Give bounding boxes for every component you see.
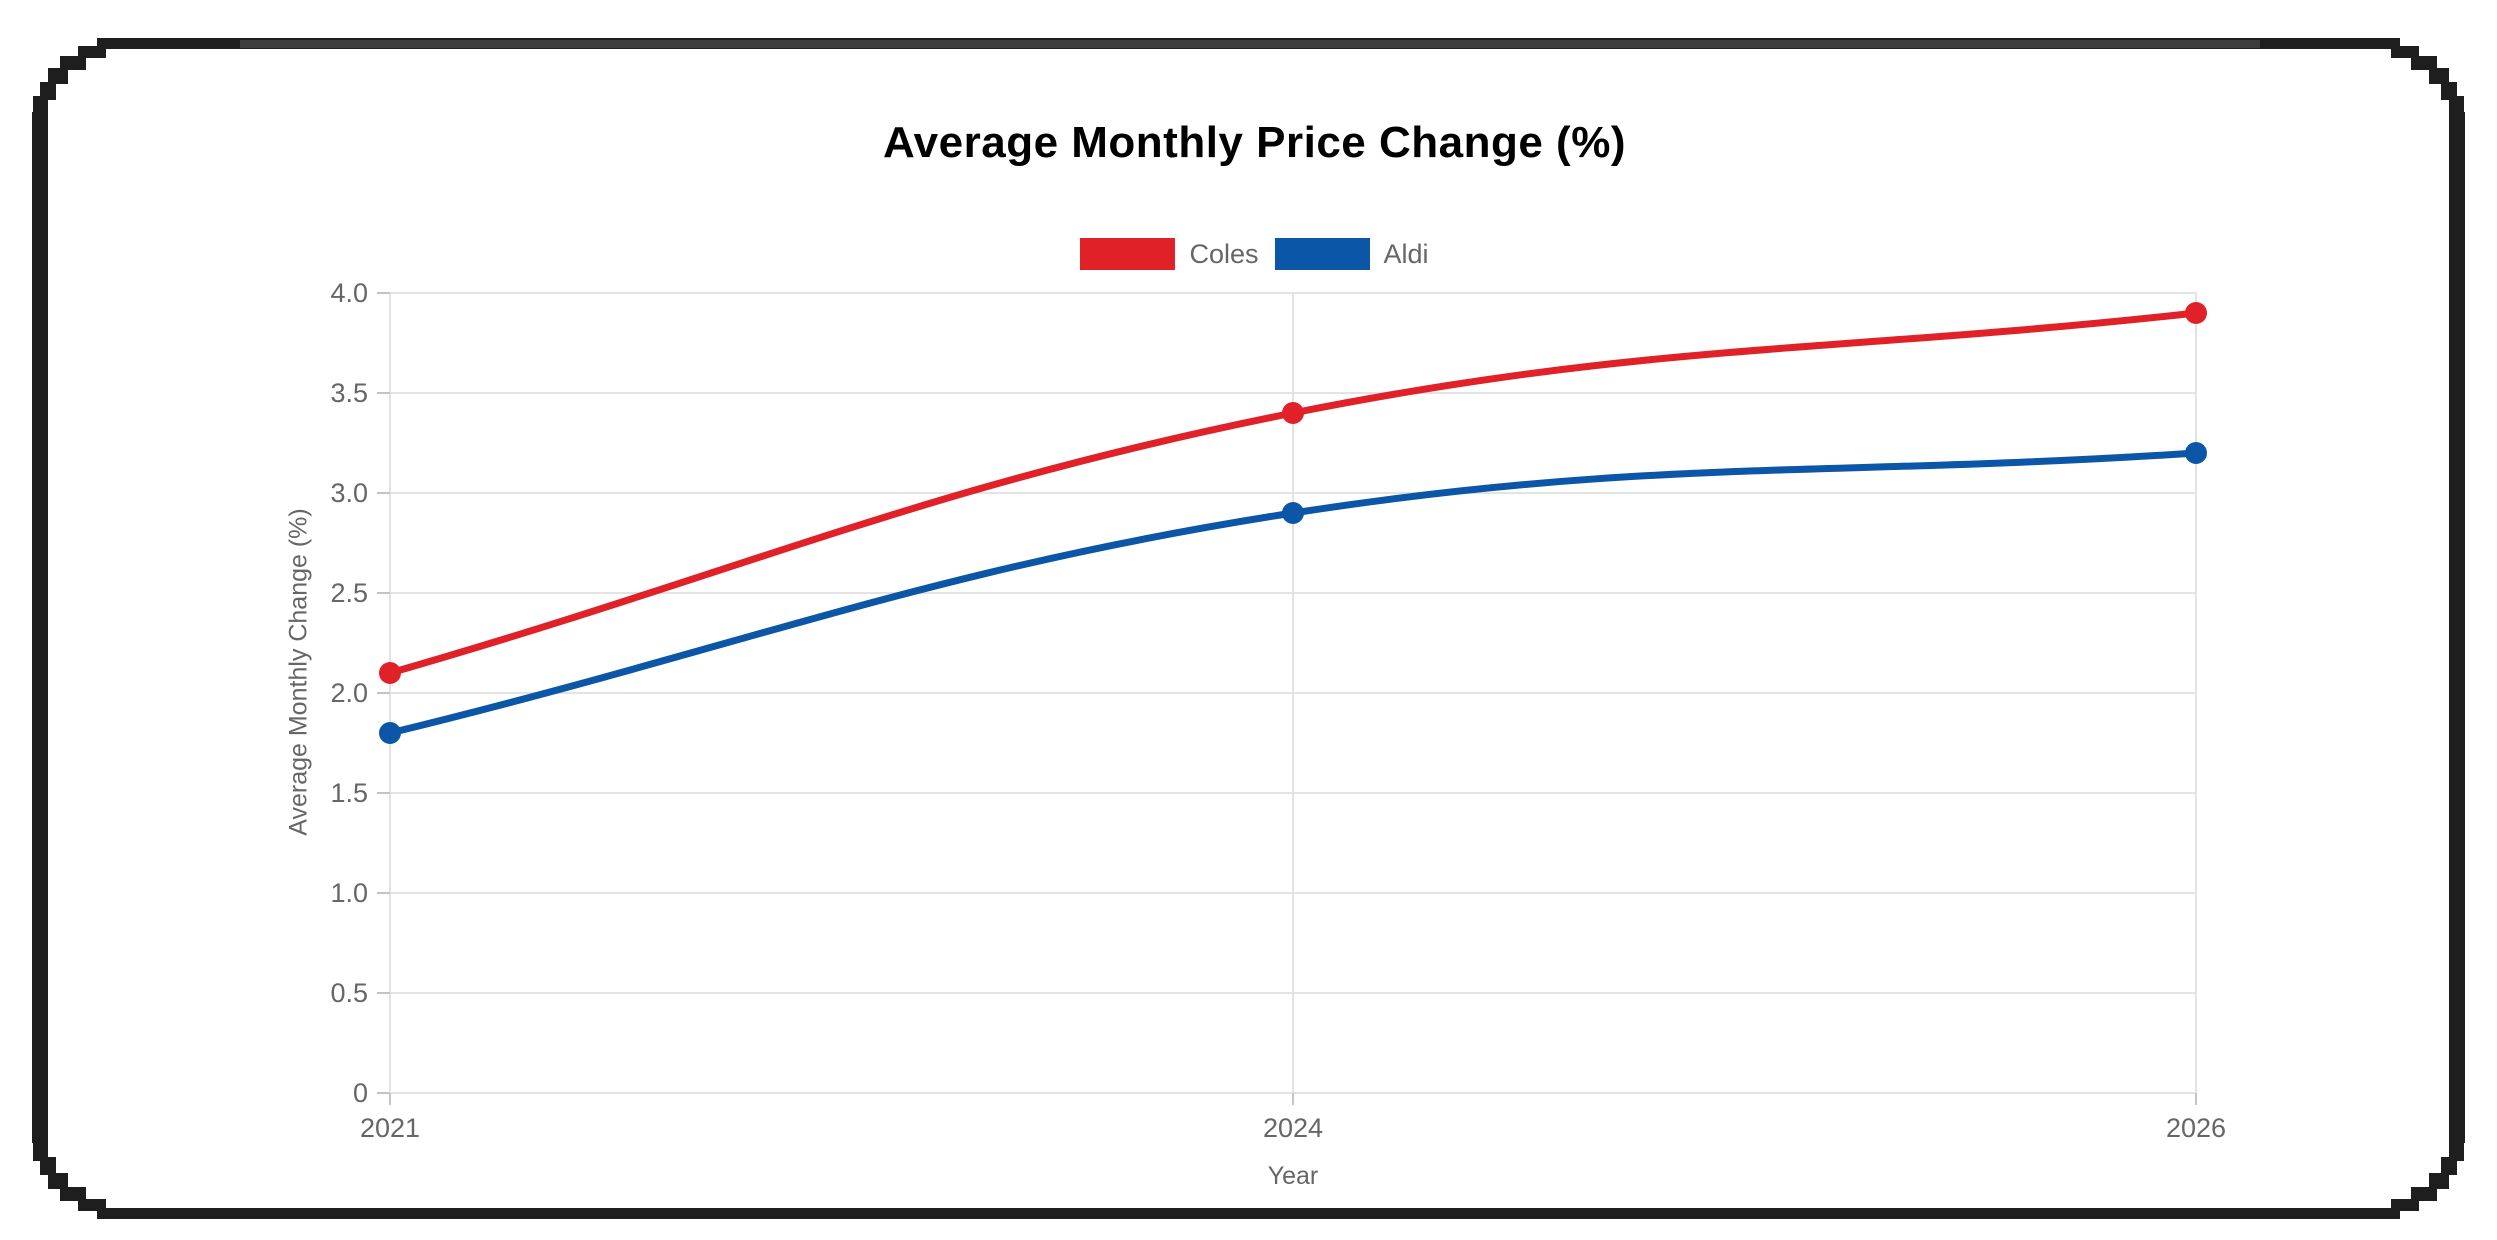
frame-segment [32,112,48,1143]
data-point-coles[interactable] [379,662,401,684]
data-point-aldi[interactable] [379,722,401,744]
y-tick-label: 1.5 [330,778,368,808]
legend-label-aldi: Aldi [1383,238,1429,269]
frame-segment [48,68,68,84]
frame-segment [240,40,2260,48]
chart-legend: Coles Aldi [12,238,2497,270]
frame-segment [78,1199,106,1211]
frame-segment [33,96,48,116]
y-tick-label: 0 [353,1078,368,1108]
gridlines [389,292,2197,1094]
frame-segment [97,1208,2400,1219]
frame-segment [60,1187,86,1201]
frame-segment [2391,1199,2419,1211]
frame-segment [2449,1141,2464,1161]
frame-segment [2429,68,2449,84]
y-tick-label: 0.5 [330,978,368,1008]
frame-segment [2449,112,2465,1143]
frame-segment [48,1173,68,1189]
x-tick-label: 2021 [360,1113,420,1143]
data-point-coles[interactable] [2185,302,2207,324]
tick-marks [377,292,2197,1105]
frame-segment [78,46,106,58]
data-point-coles[interactable] [1282,402,1304,424]
frame-segment [40,1157,56,1175]
frame-segment [2441,1157,2457,1175]
frame-segment [2429,1173,2449,1189]
frame-segment [2441,82,2457,100]
frame-segment [2411,1187,2437,1201]
y-tick-label: 4.0 [330,278,368,308]
legend-item-aldi[interactable]: Aldi [1274,238,1429,270]
y-tick-label: 3.5 [330,378,368,408]
frame-segment [60,56,86,70]
y-tick-label: 2.5 [330,578,368,608]
y-tick-label: 3.0 [330,478,368,508]
data-point-aldi[interactable] [2185,442,2207,464]
chart-title: Average Monthly Price Change (%) [883,118,1626,167]
y-tick-label: 2.0 [330,678,368,708]
y-axis-title: Average Monthly Change (%) [284,508,313,836]
frame-segment [40,82,56,100]
frame-segment [2449,96,2464,116]
x-tick-label: 2026 [2166,1113,2226,1143]
legend-swatch-aldi [1274,238,1370,270]
frame-segment [2411,56,2437,70]
frame-segment [2391,46,2419,58]
x-tick-label: 2024 [1263,1113,1323,1143]
legend-swatch-coles [1080,238,1176,270]
x-axis-title: Year [1267,1162,1319,1190]
frame-segment [33,1141,48,1161]
y-tick-label: 1.0 [330,878,368,908]
legend-item-coles[interactable]: Coles [1080,238,1259,270]
legend-label-coles: Coles [1189,238,1259,269]
tick-labels: 4.0 3.5 3.0 2.5 2.0 1.5 1.0 0.5 0 2021 2024 2026 [330,278,2226,1143]
data-point-aldi[interactable] [1282,502,1304,524]
